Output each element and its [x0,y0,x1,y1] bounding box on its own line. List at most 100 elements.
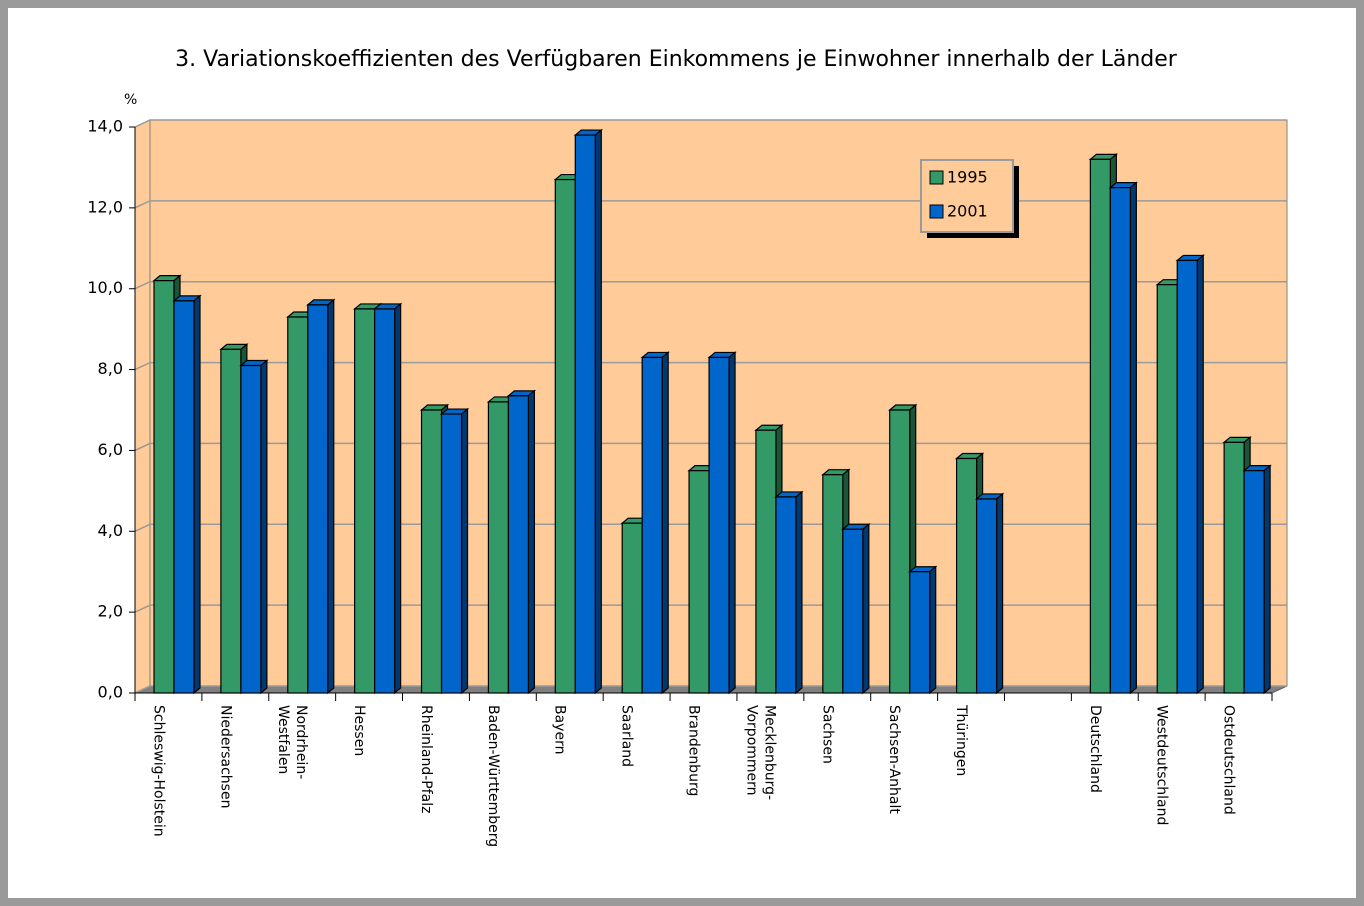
bar-side [594,128,602,695]
x-tick-label: Baden-Württemberg [485,705,501,847]
y-tick-label: 0,0 [98,683,123,702]
bar-front [554,178,576,694]
bar-front [440,413,463,694]
bar-front [220,348,242,694]
legend-label: 2001 [947,202,988,221]
bar-front [287,316,309,694]
x-tick-label: Rheinland-Pfalz [418,705,434,813]
bar-front [641,356,663,694]
bar-front [307,304,329,694]
bar-front [1156,284,1178,694]
x-tick-label: Deutschland [1087,705,1103,793]
bar [707,351,737,695]
bar-side [661,351,669,695]
x-tick-label: Ostdeutschland [1221,705,1237,815]
bar-side [327,298,335,695]
bar-front [354,308,376,694]
x-tick-label: Mecklenburg-Vorpommern [743,705,777,800]
bar [974,492,1005,695]
bar-front [909,571,931,694]
y-tick-label: 12,0 [87,197,123,216]
bar-side [1196,254,1204,695]
x-tick-label: Sachsen-Anhalt [886,705,902,814]
bar-side [929,565,937,695]
bar [306,298,336,695]
side-wall [134,119,151,694]
y-tick-label: 14,0 [87,117,123,136]
bar-front [1109,187,1131,694]
bar [506,389,537,695]
y-unit: % [124,92,137,108]
x-tick-label: Thüringen [953,704,969,776]
bar-front [1176,259,1198,694]
bar [239,359,269,695]
bar-side [728,351,736,695]
bar-side [995,492,1004,695]
bar-front [507,395,530,694]
x-tick-label: Westdeutschland [1154,705,1170,825]
bar [640,351,670,695]
x-tick-label: Schleswig-Holstein [150,705,166,837]
x-tick-label: Sachsen [819,705,835,764]
bar-front [708,356,730,694]
bar-side [460,407,469,695]
bar-side [527,389,536,695]
bar-front [955,457,978,694]
x-tick-label: Brandenburg [686,705,702,796]
bar-front [420,409,443,694]
bar-side [1263,464,1271,695]
bar-front [487,401,510,694]
bar-front [621,522,643,694]
bar-side [260,359,268,695]
grid-line [134,200,1287,209]
y-tick-label: 6,0 [98,440,123,459]
bar [372,302,403,695]
bar-front [842,528,864,694]
bar-side [795,490,803,695]
bar-front [1223,441,1245,694]
bar-front [1089,158,1111,694]
bar [1242,464,1272,695]
grid-line [134,361,1287,371]
legend-swatch [929,204,944,219]
bar-side [1129,181,1137,695]
y-tick-label: 4,0 [98,521,123,540]
bar-front [574,134,596,694]
x-tick-label: Hessen [351,705,367,756]
grid-line [134,119,1287,128]
x-tick-label: Bayern [552,705,568,754]
y-tick-label: 2,0 [98,602,123,621]
y-tick-label: 8,0 [98,359,123,378]
bar-side [394,302,402,695]
bar-front [153,280,175,694]
bar [1108,181,1139,695]
bar-front [240,364,262,694]
x-tick-label: Saarland [619,705,635,767]
bar-front [688,470,710,694]
y-tick-label: 10,0 [87,278,123,297]
bar-front [822,474,844,694]
bar-side [862,522,870,695]
bar [573,128,603,695]
bar [439,407,470,695]
bar [774,490,804,695]
bar-front [889,409,911,694]
x-tick-label: Niedersachsen [217,705,233,808]
bar [908,565,938,695]
bar-front [374,308,396,694]
grid-line [134,280,1287,290]
bar [841,522,871,695]
legend-swatch [929,170,944,185]
legend-label: 1995 [947,168,988,187]
bar-front [975,498,998,694]
bar [1175,254,1205,695]
bar-front [1243,470,1265,694]
chart-title: 3. Variationskoeffizienten des Verfügbar… [175,47,1178,72]
bar-side [193,294,201,695]
bar-front [755,429,777,694]
bar-front [775,496,797,694]
bar-front [173,300,195,694]
x-tick-label: Nordrhein-Westfalen [275,705,309,779]
bar [172,294,202,695]
